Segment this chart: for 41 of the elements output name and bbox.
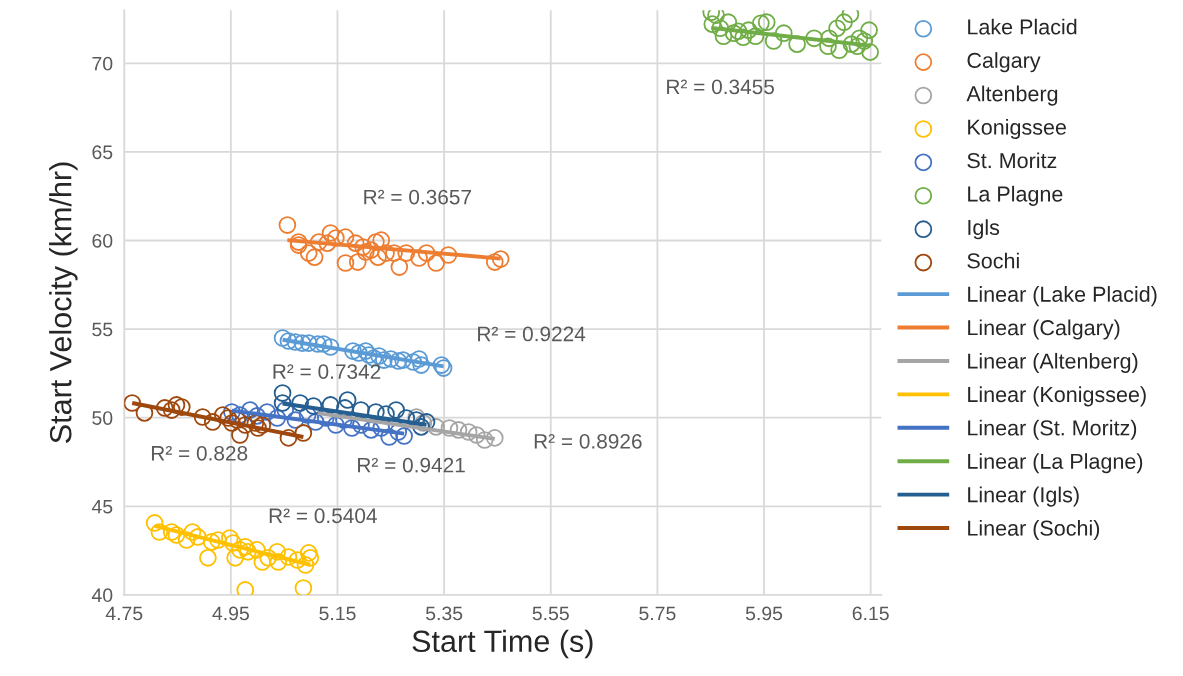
legend-label: Linear (Igls) [968, 486, 1079, 507]
y-tick-label: 50 [92, 411, 113, 425]
annotation: R² = 0.7342 [273, 364, 381, 379]
x-tick-label: 5.15 [319, 606, 356, 621]
legend-label: Calgary [967, 52, 1041, 73]
annotation: R² = 0.828 [151, 445, 248, 461]
y-tick-label: 65 [92, 145, 113, 160]
y-tick-label: 70 [92, 56, 113, 71]
y-tick-label: 55 [92, 322, 113, 337]
legend-label: La Plagne [968, 185, 1063, 206]
legend-label: Igls [968, 219, 1000, 240]
legend-label: Konigssee [968, 119, 1066, 140]
y-tick-label: 60 [92, 233, 113, 248]
legend-label: Linear (Lake Placid) [968, 286, 1157, 307]
annotation: R² = 0.9224 [478, 326, 586, 342]
annotation: R² = 0.9421 [358, 457, 465, 473]
x-tick-label: 4.95 [212, 606, 249, 621]
x-tick-label: 5.35 [425, 606, 463, 621]
y-tick-label: 45 [91, 499, 113, 514]
legend-label: Linear (Konigssee) [968, 386, 1146, 407]
legend-label: Linear (St. Moritz) [968, 419, 1137, 440]
x-tick-label: 5.55 [532, 606, 569, 621]
legend-label: Linear (Altenberg) [968, 352, 1138, 373]
annotation: R² = 0.3657 [364, 189, 471, 205]
x-tick-label: 5.75 [639, 606, 676, 621]
legend-label: St. Moritz [967, 152, 1057, 169]
legend-label: Linear (Sochi) [968, 519, 1100, 541]
legend-label: Linear (La Plagne) [968, 453, 1143, 474]
legend-label: Sochi [967, 252, 1019, 269]
x-tick-label: 4.75 [105, 606, 143, 621]
x-tick-label: 6.15 [852, 606, 889, 621]
y-axis-title: Start Velocity (km/hr) [49, 162, 78, 443]
y-tick-label: 40 [91, 588, 113, 603]
legend-label: Lake Placid [968, 18, 1077, 35]
x-tick-label: 5.95 [745, 606, 783, 621]
legend-label: Altenberg [966, 85, 1058, 106]
x-axis-title: Start Time (s) [412, 629, 593, 659]
annotation: R² = 0.3455 [667, 79, 774, 95]
annotation: R² = 0.5404 [269, 508, 377, 524]
legend-label: Linear (Calgary) [968, 319, 1120, 340]
annotation: R² = 0.8926 [534, 433, 642, 449]
